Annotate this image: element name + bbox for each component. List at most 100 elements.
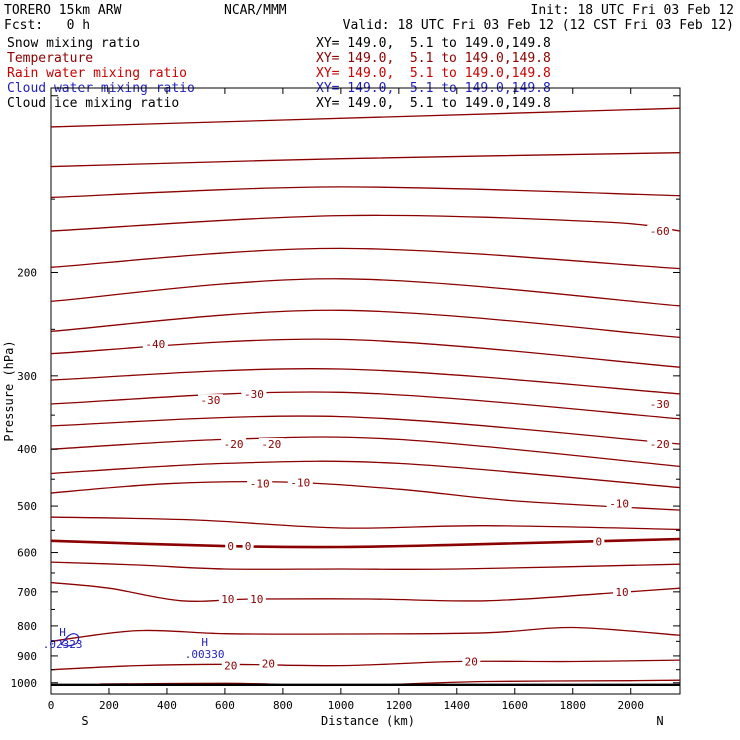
y-tick-label: 500 xyxy=(17,500,37,513)
cloud-water-max-mark: H xyxy=(59,626,66,639)
y-tick-label: 600 xyxy=(17,547,37,560)
isotherm-minus-45 xyxy=(50,309,681,339)
contour-label: -20 xyxy=(224,438,244,451)
isotherm-layer xyxy=(50,107,681,687)
contour-label: -30 xyxy=(200,394,220,407)
isotherm-minus-40 xyxy=(50,338,681,368)
center-name: NCAR/MMM xyxy=(224,3,287,18)
isotherm-15 xyxy=(50,626,681,642)
contour-label: 10 xyxy=(615,586,628,599)
isotherm-minus-20 xyxy=(50,436,681,468)
x-tick-label: 2000 xyxy=(617,699,644,712)
isotherm-0 xyxy=(50,537,681,549)
y-tick-label: 1000 xyxy=(11,677,38,690)
cloud-water-contour xyxy=(60,633,80,647)
cloud-water-max-value: .00330 xyxy=(185,648,225,661)
x-end-label-north: N xyxy=(656,714,663,728)
contour-label-bg xyxy=(647,225,673,238)
x-tick-label: 600 xyxy=(215,699,235,712)
isotherm-minus-35 xyxy=(50,368,681,395)
isotherm-minus-50 xyxy=(50,278,681,307)
contour-label: 0 xyxy=(596,536,603,549)
x-tick-label: 800 xyxy=(273,699,293,712)
isotherm-minus-25 xyxy=(50,415,681,445)
legend-label-rain: Rain water mixing ratio xyxy=(7,66,187,81)
y-tick-label: 300 xyxy=(17,370,37,383)
y-axis-title: Pressure (hPa) xyxy=(2,340,16,441)
isotherm-minus-55 xyxy=(50,247,681,270)
x-end-label-south: S xyxy=(81,714,88,728)
contour-label-bg xyxy=(462,655,481,668)
valid-time: Valid: 18 UTC Fri 03 Feb 12 (12 CST Fri … xyxy=(343,18,734,33)
contour-label: -10 xyxy=(290,477,310,490)
contour-label: -60 xyxy=(650,225,670,238)
contour-label-bg xyxy=(259,657,278,670)
model-title: TORERO 15km ARW xyxy=(4,3,122,18)
x-axis-title: Distance (km) xyxy=(321,714,415,728)
legend-xy-snow: XY= 149.0, 5.1 to 149.0,149.8 xyxy=(316,36,551,51)
contour-label: 0 xyxy=(227,540,234,553)
contour-label: 10 xyxy=(250,593,263,606)
isotherm-minus-60 xyxy=(50,214,681,232)
contour-label: 20 xyxy=(465,656,478,669)
contour-label: -10 xyxy=(609,498,629,511)
forecast-hour: Fcst: 0 h xyxy=(4,18,90,33)
x-tick-label: 1800 xyxy=(560,699,587,712)
legend-label-temperature: Temperature xyxy=(7,51,93,66)
contour-label-bg xyxy=(218,593,237,606)
contour-label-bg xyxy=(606,497,632,510)
x-tick-label: 0 xyxy=(48,699,55,712)
isotherm-minus-15 xyxy=(50,460,681,489)
y-tick-label: 200 xyxy=(17,266,37,279)
cloud-water-max-value: .02323 xyxy=(43,638,83,651)
y-tick-label: 800 xyxy=(17,620,37,633)
contour-label: -40 xyxy=(145,338,165,351)
contour-label-bg xyxy=(613,585,632,598)
contour-label: -20 xyxy=(650,438,670,451)
contour-label-bg xyxy=(247,477,273,490)
isotherm-minus-10 xyxy=(50,480,681,511)
legend-xy-rain: XY= 149.0, 5.1 to 149.0,149.8 xyxy=(316,66,551,81)
y-tick-label: 900 xyxy=(17,650,37,663)
x-tick-label: 200 xyxy=(99,699,119,712)
contour-label: 0 xyxy=(245,540,252,553)
contour-label-bg xyxy=(287,476,313,489)
contour-label-bg xyxy=(647,438,673,451)
contour-label: 10 xyxy=(221,593,234,606)
contour-label-bg xyxy=(593,535,605,548)
contour-label-bg xyxy=(247,593,266,606)
isotherm-5 xyxy=(50,561,681,571)
legend-xy-cloud-ice: XY= 149.0, 5.1 to 149.0,149.8 xyxy=(316,96,551,111)
contour-label-bg xyxy=(225,540,237,553)
x-tick-label: 1600 xyxy=(502,699,529,712)
contour-label: -30 xyxy=(650,398,670,411)
contour-label: -30 xyxy=(244,388,264,401)
axis-tick-layer: 0 200 400 600 800 1000 1200 1400 1600 1800 2000200… xyxy=(11,88,680,712)
contour-label: -10 xyxy=(250,478,270,491)
isotherm-10 xyxy=(50,581,681,602)
contour-label-layer: -60-40-30 -30-30-20 -20 -20-10 -10-100 0 010 10… xyxy=(142,225,673,673)
isotherm-minus-65 xyxy=(50,186,681,199)
legend-xy-temperature: XY= 149.0, 5.1 to 149.0,149.8 xyxy=(316,51,551,66)
isotherm-minus-68 xyxy=(50,152,681,168)
isotherm-minus-30 xyxy=(50,391,681,420)
contour-label-bg xyxy=(221,438,247,451)
contour-label-bg xyxy=(197,394,223,407)
cloud-water-max-mark: H xyxy=(201,636,208,649)
contour-label-bg xyxy=(242,540,254,553)
plot-frame xyxy=(50,87,681,695)
contour-label: 20 xyxy=(262,658,275,671)
y-tick-label: 400 xyxy=(17,443,37,456)
isotherm-20 xyxy=(50,659,681,671)
contour-label-bg xyxy=(258,438,284,451)
contour-label: -20 xyxy=(261,438,281,451)
legend-label-snow: Snow mixing ratio xyxy=(7,36,140,51)
contour-label-bg xyxy=(221,659,240,672)
isotherm-minus-5 xyxy=(50,516,681,531)
x-tick-label: 1400 xyxy=(444,699,471,712)
y-tick-label: 700 xyxy=(17,586,37,599)
contour-label-bg xyxy=(241,387,267,400)
isotherm-25 xyxy=(390,679,681,686)
contour-label: 20 xyxy=(224,660,237,673)
